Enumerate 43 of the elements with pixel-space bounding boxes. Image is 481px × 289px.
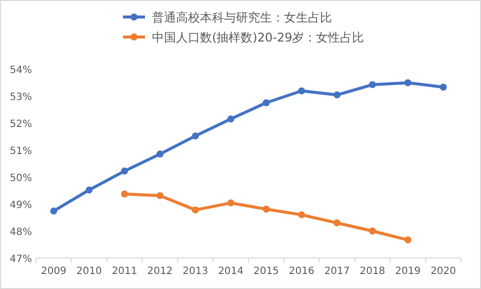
point (404, 79, 412, 86)
x-tick-label: 2014 (218, 266, 244, 277)
legend-label: 中国人口数(抽样数)20-29岁：女性占比 (152, 30, 364, 44)
point (368, 81, 376, 88)
x-tick-label: 2020 (430, 266, 456, 277)
point (50, 208, 58, 215)
point (298, 87, 306, 94)
point (227, 199, 234, 206)
y-tick-label: 54% (10, 65, 32, 76)
point (262, 206, 270, 213)
x-tick-label: 2010 (76, 266, 102, 277)
x-tick-label: 2018 (360, 266, 386, 277)
point (440, 84, 447, 91)
x-tick-label: 2019 (395, 266, 421, 277)
point (404, 236, 412, 244)
x-tick-label: 2013 (182, 266, 208, 277)
x-tick-label: 2011 (112, 266, 138, 277)
y-tick-label: 47% (10, 254, 32, 265)
x-tick-label: 2017 (324, 266, 350, 277)
y-tick-label: 50% (10, 173, 32, 184)
point (262, 99, 270, 106)
x-tick-label: 2012 (147, 266, 173, 277)
point (368, 228, 376, 234)
legend-label: 普通高校本科与研究生：女生占比 (152, 10, 332, 24)
point (121, 168, 128, 175)
point (334, 219, 341, 226)
x-tick-label: 2009 (40, 266, 66, 277)
point (298, 211, 306, 218)
x-tick-label: 2016 (288, 266, 314, 277)
y-tick-label: 53% (10, 92, 32, 103)
y-tick-label: 51% (10, 146, 32, 157)
point (192, 132, 199, 140)
point (227, 115, 234, 122)
point (86, 186, 93, 194)
point (121, 190, 128, 198)
point (192, 206, 199, 214)
point (156, 192, 164, 200)
x-tick-label: 2015 (253, 266, 279, 277)
point (156, 150, 164, 158)
y-tick-label: 52% (10, 119, 32, 130)
point (334, 91, 341, 98)
y-tick-label: 48% (10, 227, 32, 238)
y-tick-label: 49% (10, 200, 32, 211)
